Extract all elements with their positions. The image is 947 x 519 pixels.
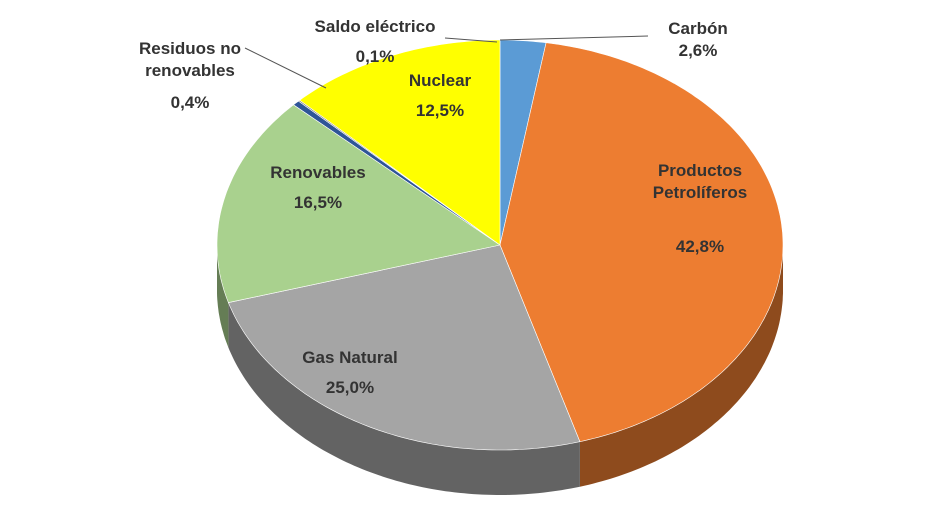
value-label: 16,5%	[293, 193, 343, 212]
slice-label: Nuclear	[408, 71, 472, 90]
value-label: 12,5%	[415, 101, 465, 120]
slice	[227, 244, 581, 451]
pie-sides	[217, 245, 783, 495]
slice-label: Gas Natural	[302, 348, 398, 367]
slice-label: Residuos no renovables	[138, 39, 241, 80]
slice	[299, 39, 501, 246]
leader-line	[499, 35, 649, 41]
leader-line	[244, 47, 327, 89]
leader-line	[444, 37, 498, 43]
slice-side	[579, 245, 783, 487]
value-label: 2,6%	[678, 41, 718, 60]
slice	[499, 42, 784, 443]
value-label: 25,0%	[325, 378, 375, 397]
slice	[216, 104, 501, 303]
value-label: 0,1%	[355, 47, 395, 66]
slice-label: Renovables	[270, 163, 366, 182]
value-label: 0,4%	[170, 93, 210, 112]
slice-side	[217, 245, 229, 348]
slice-side	[228, 302, 580, 495]
value-label: 42,8%	[675, 237, 725, 256]
slice-label: Productos Petrolíferos	[652, 161, 748, 202]
slice-label: Carbón	[668, 19, 728, 38]
slice-label: Saldo eléctrico	[314, 17, 436, 36]
